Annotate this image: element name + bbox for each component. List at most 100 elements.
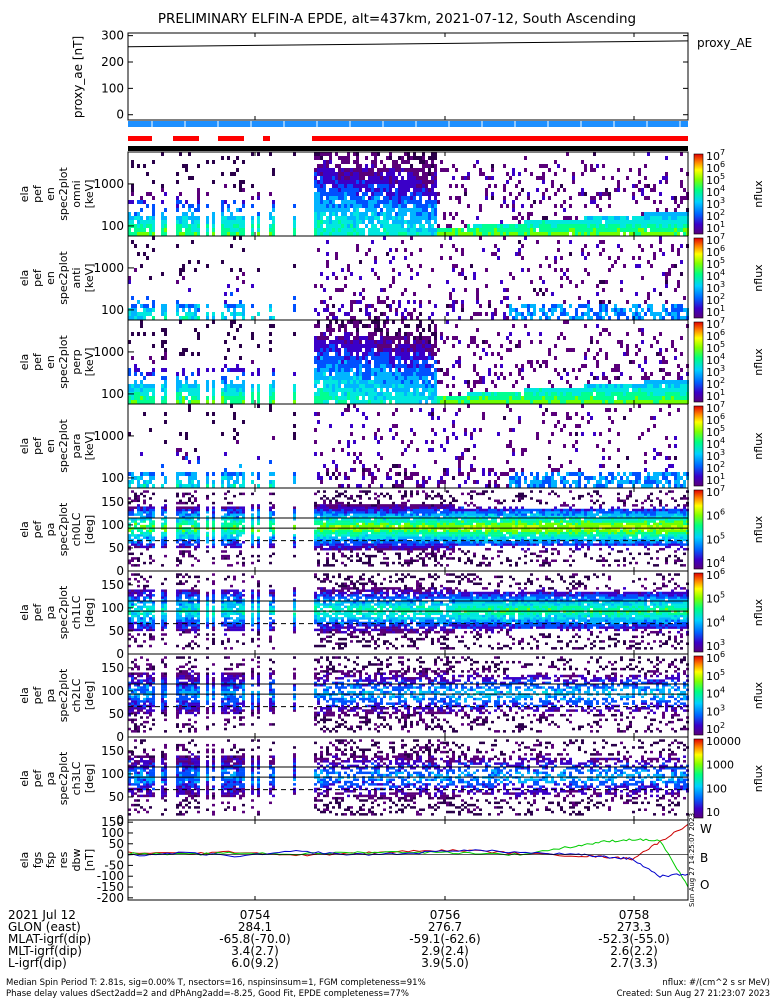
spectrogram-cell bbox=[479, 168, 482, 172]
spectrogram-cell bbox=[344, 332, 347, 336]
spectrogram-cell bbox=[206, 224, 209, 228]
spectrogram-cell bbox=[353, 356, 356, 360]
spectrogram-cell bbox=[293, 204, 296, 208]
spectrogram-cell bbox=[554, 232, 557, 236]
spectrogram-cell bbox=[419, 188, 422, 192]
spectrogram-cell bbox=[425, 388, 428, 392]
spectrogram-cell bbox=[269, 232, 272, 236]
spectrogram-cell bbox=[356, 400, 359, 404]
spectrogram-cell bbox=[326, 176, 329, 180]
spectrogram-cell bbox=[587, 420, 590, 424]
spectrogram-cell bbox=[344, 208, 347, 212]
spectrogram-cell bbox=[590, 196, 593, 200]
spectrogram-cell bbox=[335, 384, 338, 388]
colorbar-tick-exp: 3 bbox=[720, 448, 725, 457]
spectrogram-cell bbox=[572, 480, 575, 484]
spectrogram-cell bbox=[602, 396, 605, 400]
spectrogram-cell bbox=[293, 224, 296, 228]
spectrogram-cell bbox=[653, 380, 656, 384]
spectrogram-cell bbox=[149, 224, 152, 228]
spectrogram-cell bbox=[446, 372, 449, 376]
spectrogram-cell bbox=[605, 228, 608, 232]
spectrogram-cell bbox=[647, 388, 650, 392]
spectrogram-cell bbox=[674, 208, 677, 212]
spectrogram-cell bbox=[212, 312, 215, 316]
spectrogram-cell bbox=[566, 268, 569, 272]
spectrogram-cell bbox=[671, 248, 674, 252]
spectrogram-cell bbox=[386, 364, 389, 368]
colorbar-tick-exp: 3 bbox=[720, 196, 725, 205]
spectrogram-cell bbox=[362, 204, 365, 208]
spectrogram-cell bbox=[314, 376, 317, 380]
spectrogram-cell bbox=[524, 236, 527, 240]
spectrogram-cell bbox=[647, 292, 650, 296]
spectrogram-cell bbox=[224, 232, 227, 236]
spectrogram-cell bbox=[332, 360, 335, 364]
spectrogram-cell bbox=[437, 400, 440, 404]
spectrogram-cell bbox=[197, 316, 200, 320]
spectrogram-cell bbox=[338, 168, 341, 172]
spectrogram-cell bbox=[494, 484, 497, 488]
spectrogram-cell bbox=[518, 484, 521, 488]
spectrogram-cell bbox=[182, 308, 185, 312]
spectrogram-cell bbox=[350, 304, 353, 308]
spectrogram-cell bbox=[440, 400, 443, 404]
spectrogram-cell bbox=[605, 400, 608, 404]
spectrogram-cell bbox=[626, 228, 629, 232]
spectrogram-cell bbox=[431, 312, 434, 316]
spectrogram-cell bbox=[188, 288, 191, 292]
spectrogram-cell bbox=[338, 232, 341, 236]
spectrogram-cell bbox=[554, 192, 557, 196]
spectrogram-cell bbox=[293, 152, 296, 156]
spectrogram-cell bbox=[347, 336, 350, 340]
spectrogram-cell bbox=[221, 316, 224, 320]
spectrogram-cell bbox=[572, 348, 575, 352]
spectrogram-cell bbox=[140, 392, 143, 396]
spectrogram-cell bbox=[521, 304, 524, 308]
spectrogram-cell bbox=[659, 360, 662, 364]
spectrogram-cell bbox=[419, 352, 422, 356]
pitch-angle-cell bbox=[227, 506, 230, 509]
spectrogram-cell bbox=[152, 396, 155, 400]
spectrogram-cell bbox=[677, 212, 680, 216]
spectrogram-cell bbox=[269, 340, 272, 344]
spectrogram-cell bbox=[632, 304, 635, 308]
spectrogram-cell bbox=[482, 248, 485, 252]
spectrogram-cell bbox=[197, 392, 200, 396]
spectrogram-cell bbox=[395, 384, 398, 388]
colorbar-tick-exp: 1 bbox=[720, 388, 725, 397]
spectrogram-cell bbox=[545, 388, 548, 392]
spectrogram-cell bbox=[587, 400, 590, 404]
spectrogram-cell bbox=[596, 292, 599, 296]
spectrogram-cell bbox=[359, 460, 362, 464]
spectrogram-cell bbox=[611, 216, 614, 220]
spectrogram-spec_perp bbox=[128, 320, 689, 404]
spectrogram-cell bbox=[236, 304, 239, 308]
spectrogram-cell bbox=[140, 264, 143, 268]
spectrogram-cell bbox=[674, 436, 677, 440]
pitch-angle-cell bbox=[185, 520, 188, 523]
spectrogram-cell bbox=[473, 164, 476, 168]
spectrogram-cell bbox=[335, 212, 338, 216]
spectrogram-cell bbox=[257, 220, 260, 224]
spectrogram-cell bbox=[176, 388, 179, 392]
spectrogram-cell bbox=[488, 300, 491, 304]
spectrogram-cell bbox=[566, 312, 569, 316]
spectrogram-cell bbox=[605, 476, 608, 480]
spectrogram-cell bbox=[149, 388, 152, 392]
spectrogram-cell bbox=[146, 312, 149, 316]
spectrogram-cell bbox=[683, 472, 686, 476]
pitch-angle-cell bbox=[197, 534, 200, 537]
spectrogram-cell bbox=[395, 352, 398, 356]
spectrogram-cell bbox=[677, 392, 680, 396]
spectrogram-cell bbox=[611, 368, 614, 372]
spectrogram-cell bbox=[161, 376, 164, 380]
spectrogram-cell bbox=[572, 176, 575, 180]
spectrogram-cell bbox=[344, 228, 347, 232]
pitch-angle-cell bbox=[221, 508, 224, 512]
spectrogram-cell bbox=[422, 476, 425, 480]
spectrogram-cell bbox=[569, 472, 572, 476]
spectrogram-cell bbox=[224, 316, 227, 320]
spectrogram-cell bbox=[668, 444, 671, 448]
spectrogram-cell bbox=[188, 152, 191, 156]
